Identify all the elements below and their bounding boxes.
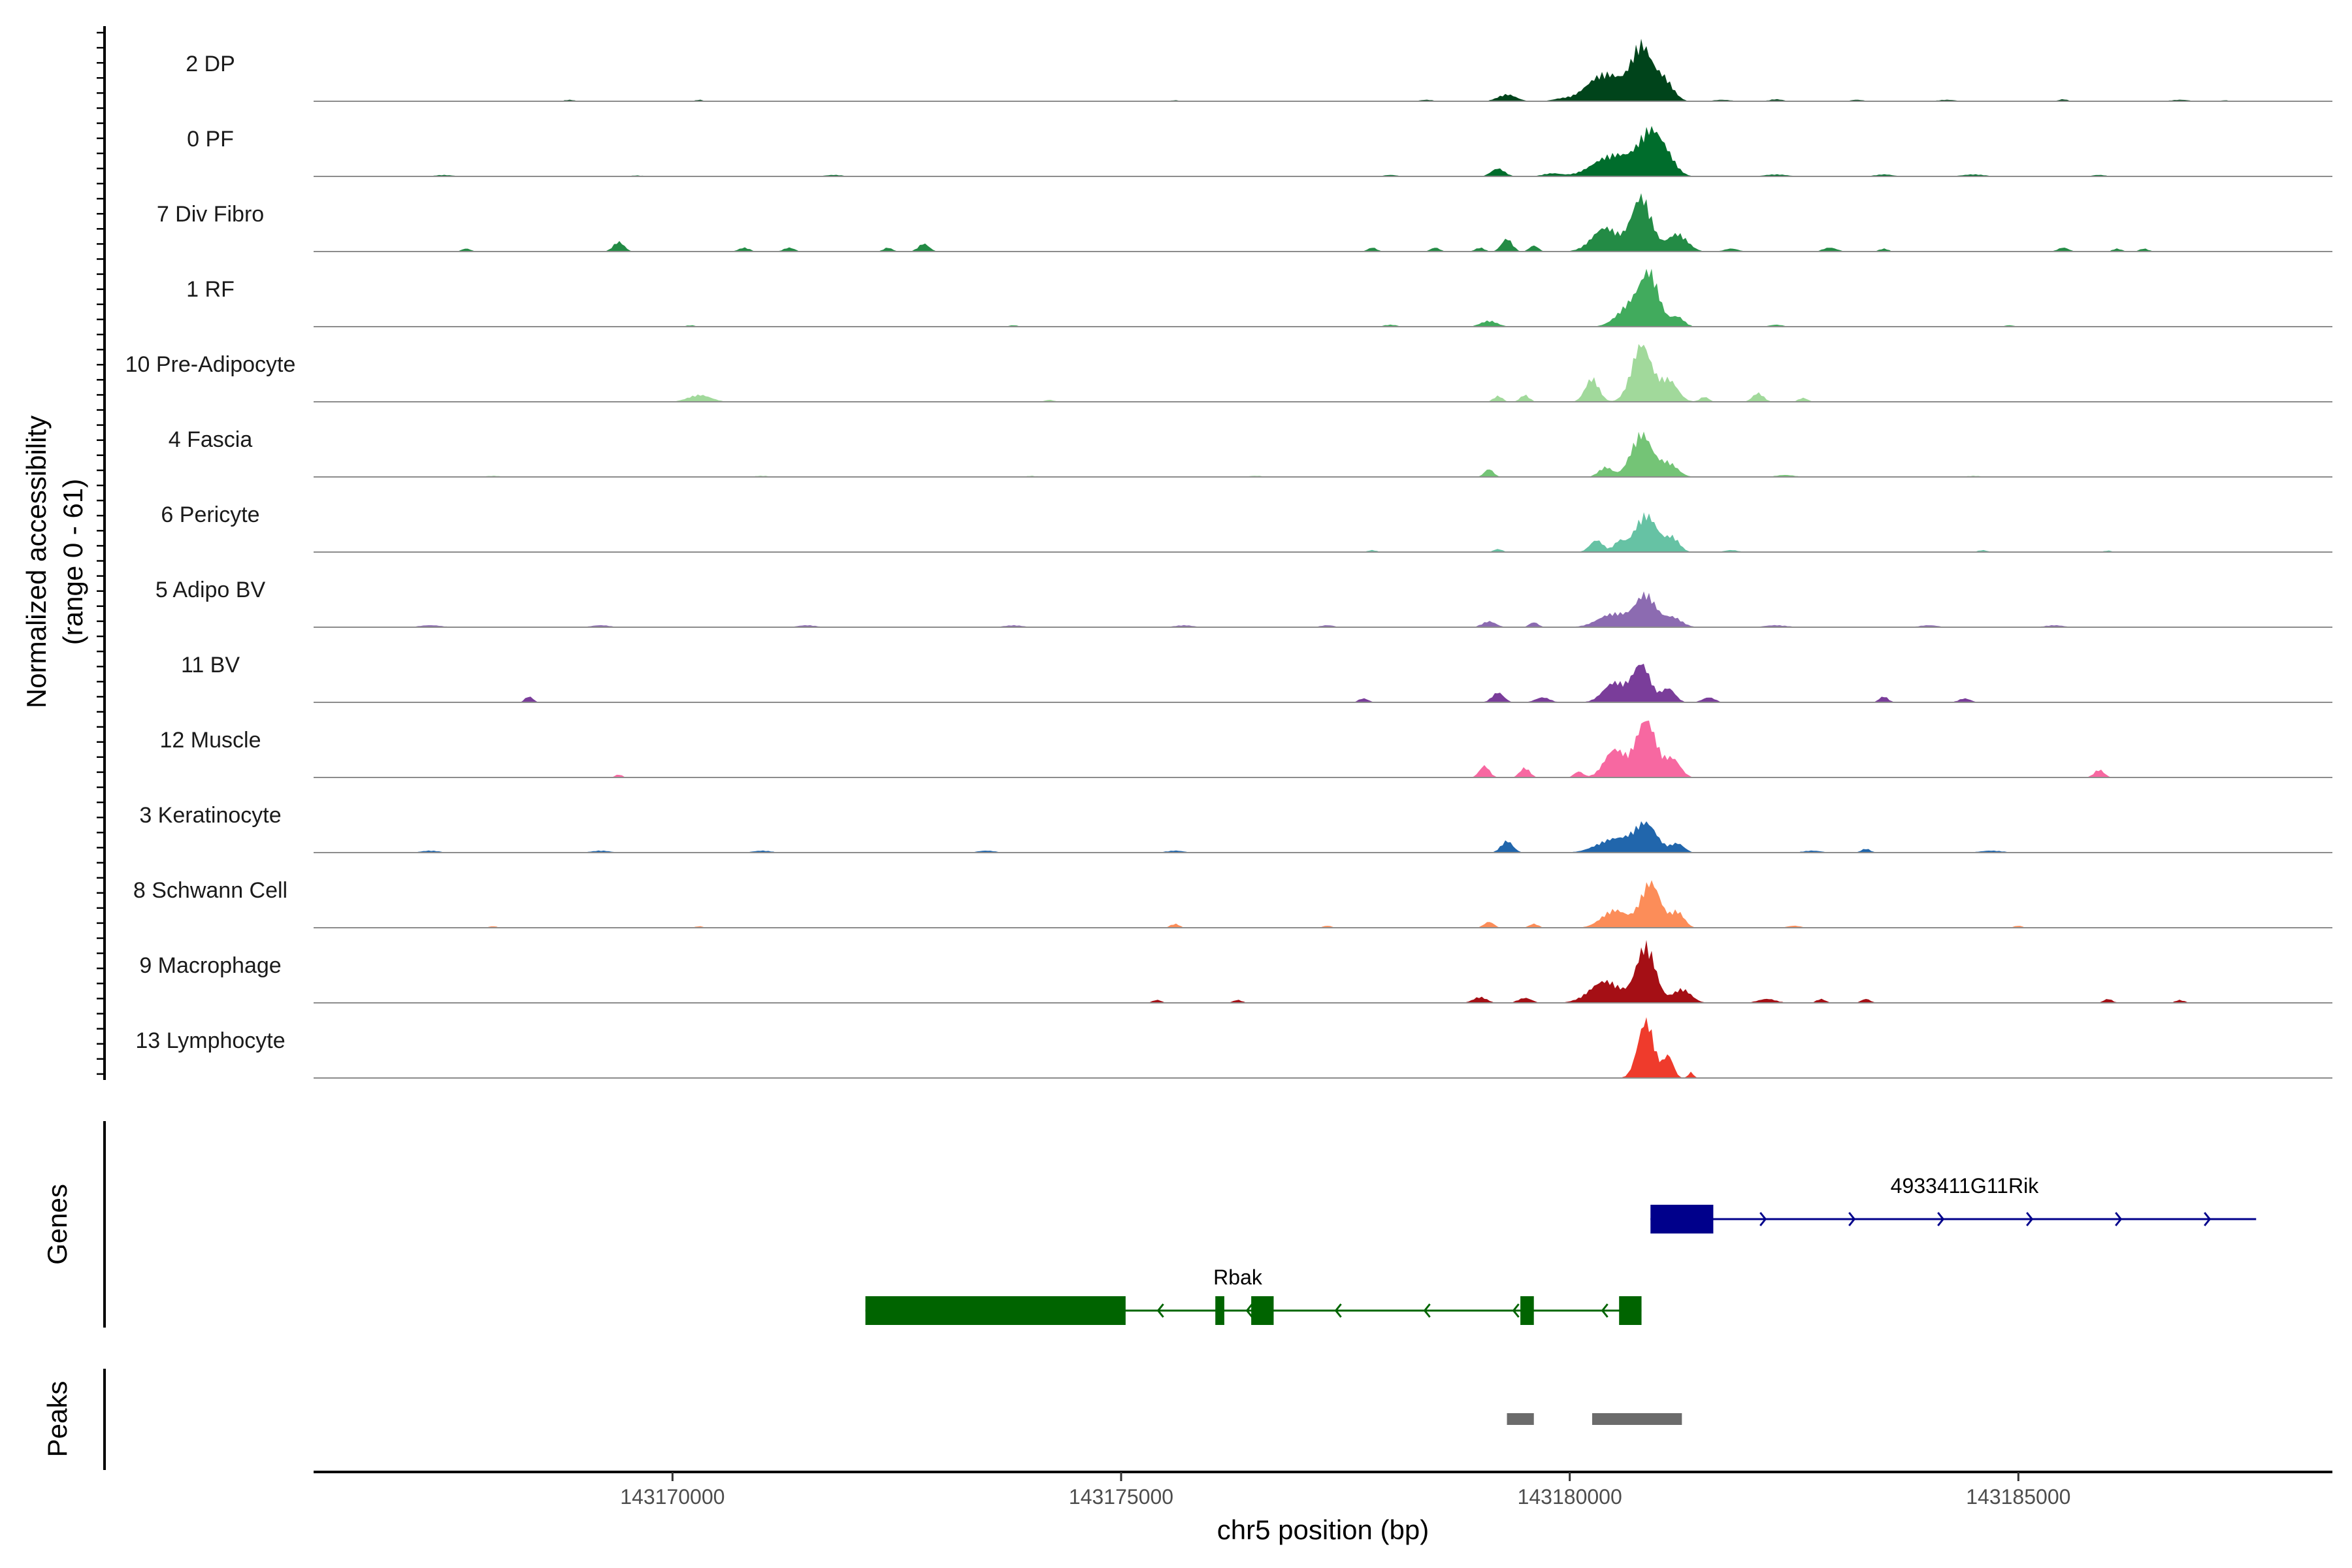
track-label: 13 Lymphocyte <box>135 1028 285 1053</box>
coverage-area <box>314 1017 2332 1078</box>
x-tick-label: 143175000 <box>1069 1485 1173 1509</box>
track-label: 3 Keratinocyte <box>139 803 281 828</box>
coverage-area <box>314 431 2332 477</box>
track-5-adipo-bv: 5 Adipo BV <box>155 578 2332 628</box>
track-11-bv: 11 BV <box>181 653 2332 703</box>
coverage-area <box>314 39 2332 101</box>
coverage-area <box>314 591 2332 627</box>
strand-arrow <box>1848 1212 1856 1226</box>
track-3-keratinocyte: 3 Keratinocyte <box>139 803 2332 853</box>
track-label: 0 PF <box>187 127 234 152</box>
y-axis-label: Normalized accessibility <box>21 416 52 708</box>
exon-block <box>1619 1296 1642 1325</box>
track-label: 10 Pre-Adipocyte <box>125 352 296 377</box>
track-4-fascia: 4 Fascia <box>169 427 2332 478</box>
strand-arrow <box>2115 1212 2123 1226</box>
track-0-pf: 0 PF <box>187 125 2332 177</box>
track-8-schwann-cell: 8 Schwann Cell <box>133 878 2332 928</box>
peak-region <box>1592 1413 1682 1425</box>
track-12-muscle: 12 Muscle <box>160 720 2332 778</box>
coverage-area <box>314 939 2332 1003</box>
exon-block <box>865 1296 1126 1325</box>
coverage-area <box>314 193 2332 252</box>
track-10-pre-adipocyte: 10 Pre-Adipocyte <box>125 344 2332 402</box>
x-tick-label: 143185000 <box>1966 1485 2070 1509</box>
track-label: 1 RF <box>186 277 235 302</box>
track-label: 4 Fascia <box>169 427 253 452</box>
coverage-area <box>314 344 2332 402</box>
coverage-tracks: 2 DP 0 PF 7 Div Fibro 1 RF 10 Pre-Adipocyte 4… <box>125 39 2332 1079</box>
gene-name-label: Rbak <box>1213 1266 1263 1289</box>
track-6-pericyte: 6 Pericyte <box>161 502 2332 553</box>
gene-rbak: Rbak <box>865 1266 1642 1325</box>
track-label: 8 Schwann Cell <box>133 878 287 903</box>
coverage-area <box>314 880 2332 928</box>
track-label: 7 Div Fibro <box>157 202 264 227</box>
coverage-area <box>314 663 2332 702</box>
strand-arrow <box>1423 1303 1431 1318</box>
track-9-macrophage: 9 Macrophage <box>139 939 2332 1004</box>
track-1-rf: 1 RF <box>186 269 2332 327</box>
genes-panel-label: Genes <box>42 1184 73 1265</box>
strand-arrow <box>1156 1303 1164 1318</box>
exon-block <box>1520 1296 1534 1325</box>
gene-models: 4933411G11Rik Rbak <box>865 1174 2257 1325</box>
strand-arrow <box>1937 1212 1945 1226</box>
coverage-area <box>314 125 2332 176</box>
strand-arrow <box>1334 1303 1342 1318</box>
track-label: 11 BV <box>181 653 240 678</box>
y-axis <box>97 26 106 1080</box>
track-13-lymphocyte: 13 Lymphocyte <box>135 1017 2332 1079</box>
track-label: 6 Pericyte <box>161 502 259 527</box>
x-axis: 143170000 143175000 143180000 143185000 <box>314 1471 2332 1509</box>
coverage-area <box>314 269 2332 327</box>
coverage-area <box>314 512 2332 552</box>
x-axis-label: chr5 position (bp) <box>1217 1514 1429 1545</box>
track-2-dp: 2 DP <box>186 39 2332 102</box>
coverage-area <box>314 720 2332 777</box>
gene-name-label: 4933411G11Rik <box>1891 1174 2040 1198</box>
exon-block <box>1251 1296 1274 1325</box>
peak-regions <box>1507 1413 1682 1425</box>
y-axis-range-label: (range 0 - 61) <box>57 479 88 645</box>
peaks-panel-label: Peaks <box>42 1381 73 1458</box>
track-label: 2 DP <box>186 52 235 76</box>
track-label: 9 Macrophage <box>139 953 281 978</box>
track-7-div-fibro: 7 Div Fibro <box>157 193 2332 252</box>
strand-arrow <box>2026 1212 2034 1226</box>
strand-arrow <box>1245 1303 1253 1318</box>
peak-region <box>1507 1413 1534 1425</box>
exon-block <box>1650 1205 1714 1233</box>
exon-block <box>1215 1296 1224 1325</box>
peaks-panel: Peaks <box>42 1369 1682 1470</box>
x-axis-ticks: 143170000 143175000 143180000 143185000 <box>620 1472 2070 1509</box>
genes-panel: Genes 4933411G11Rik Rbak <box>42 1121 2257 1328</box>
coverage-area <box>314 821 2332 853</box>
strand-arrow <box>2204 1212 2212 1226</box>
strand-arrow <box>1512 1303 1520 1318</box>
track-label: 5 Adipo BV <box>155 578 266 602</box>
strand-arrow <box>1601 1303 1609 1318</box>
x-tick-label: 143170000 <box>620 1485 725 1509</box>
gene-4933411g11rik: 4933411G11Rik <box>1650 1174 2257 1233</box>
strand-arrow <box>1759 1212 1767 1226</box>
track-label: 12 Muscle <box>160 728 261 753</box>
x-tick-label: 143180000 <box>1518 1485 1622 1509</box>
